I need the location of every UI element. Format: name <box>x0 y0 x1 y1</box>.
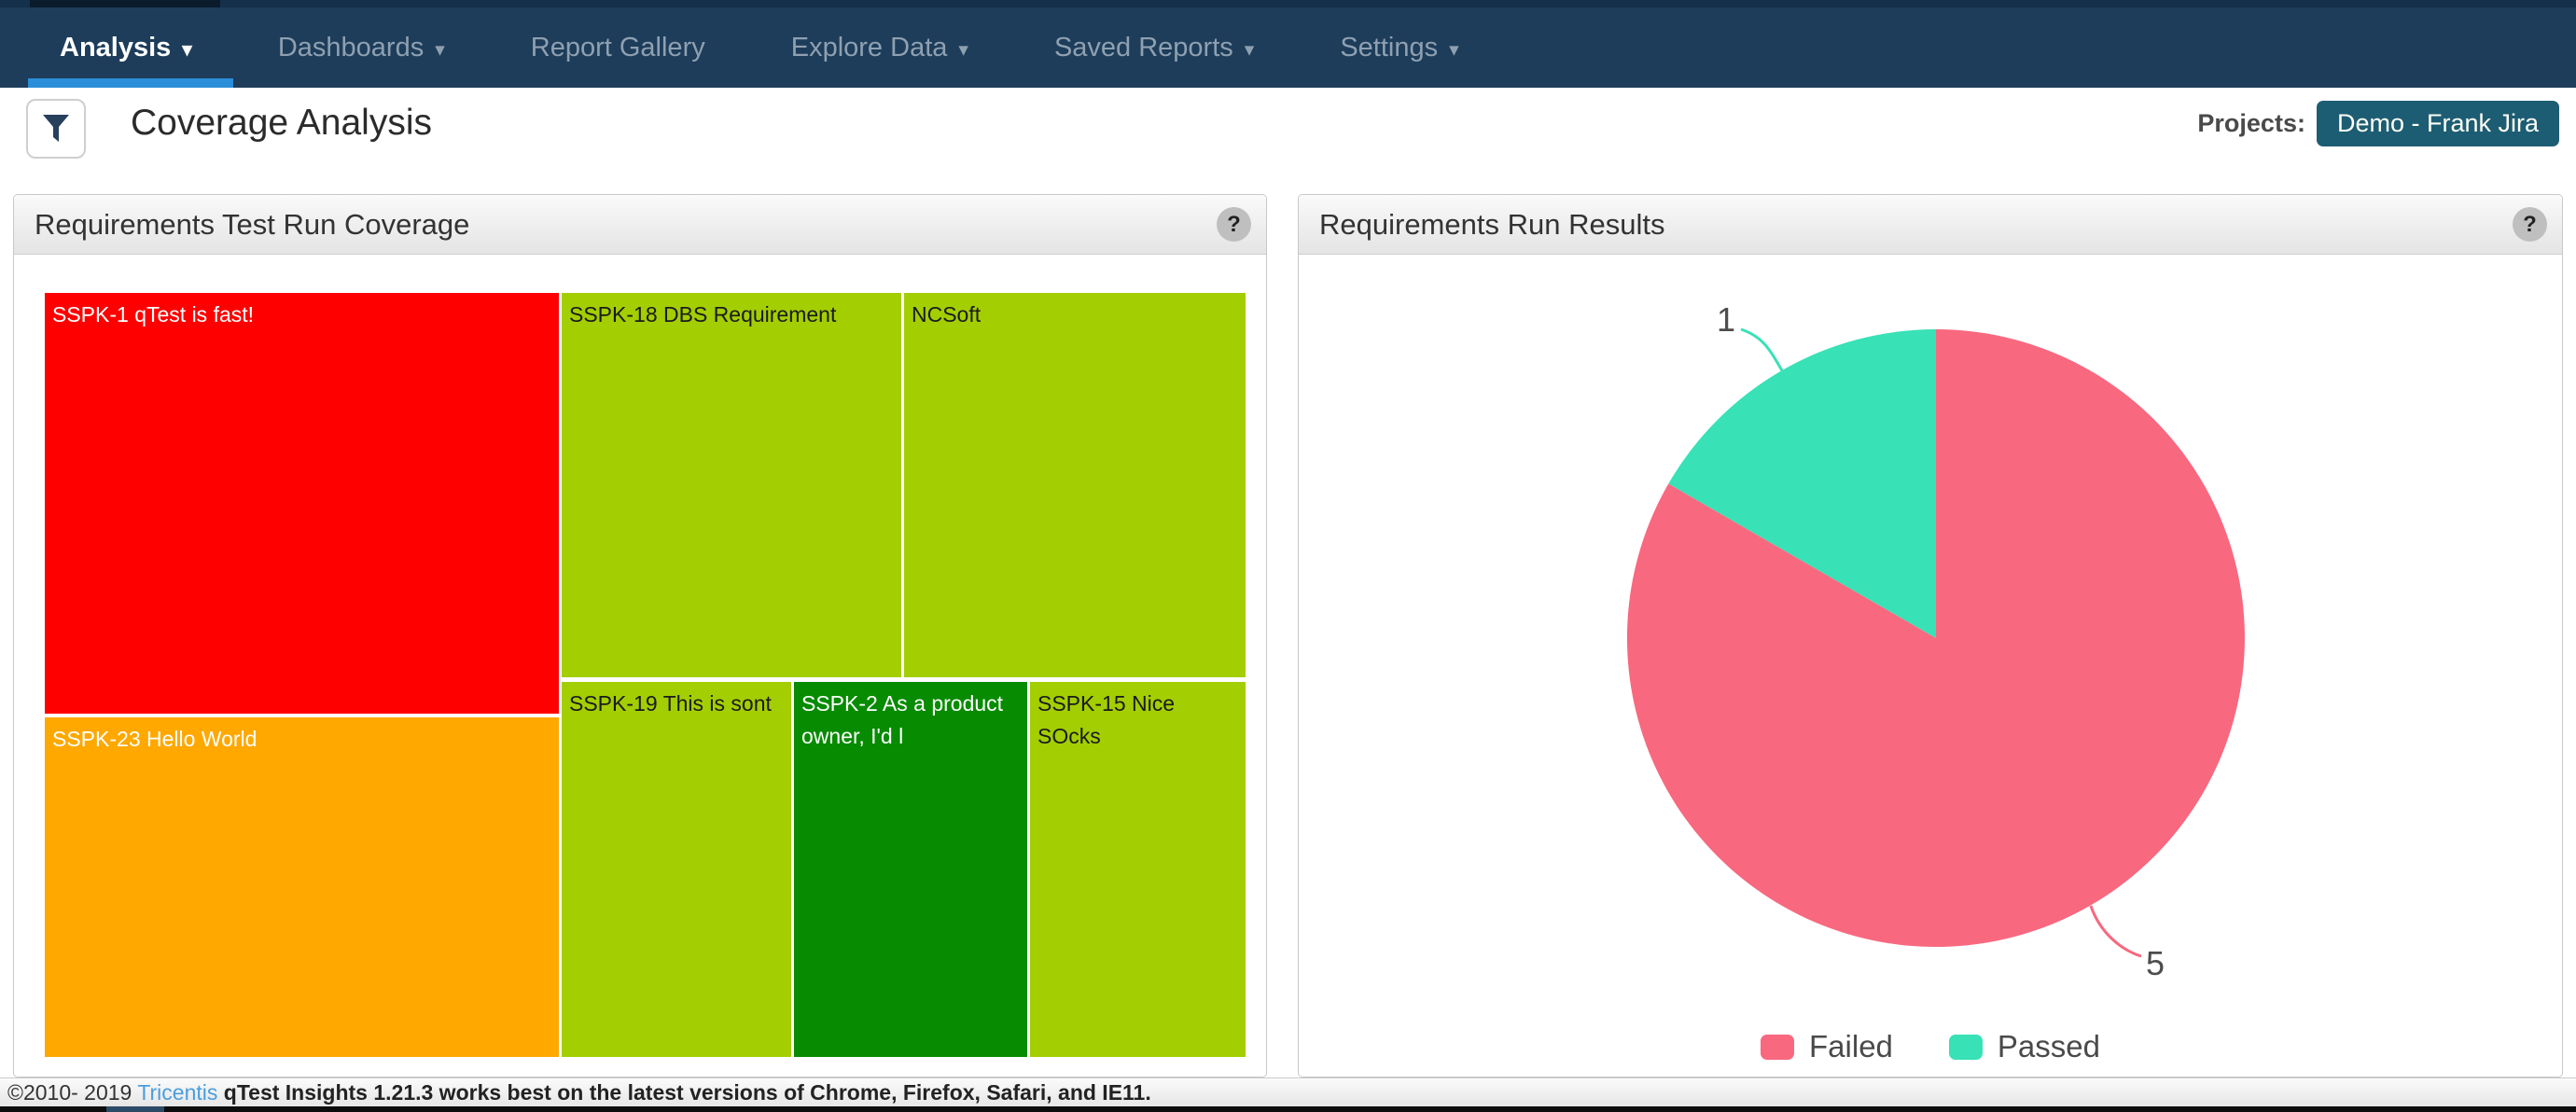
results-panel: Requirements Run Results ? 1 5 Failed Pa… <box>1298 194 2563 1077</box>
treemap-tile-ncsoft[interactable]: NCSoft <box>904 293 1246 677</box>
run-results-pie-chart: 1 5 <box>1626 300 2245 982</box>
coverage-panel: Requirements Test Run Coverage ? SSPK-1 … <box>13 194 1267 1077</box>
nav-item-explore-data[interactable]: Explore Data ▾ <box>791 33 968 63</box>
active-tab-underline <box>28 78 233 88</box>
coverage-panel-header: Requirements Test Run Coverage ? <box>14 195 1266 255</box>
bottom-edge-strip <box>0 1106 2576 1112</box>
footer-bar: ©2010- 2019 Tricentis qTest Insights 1.2… <box>0 1077 2576 1106</box>
filter-button[interactable] <box>26 99 86 159</box>
chevron-down-icon: ▾ <box>182 38 192 61</box>
callout-line-failed <box>2089 905 2142 958</box>
navbar-top-strip <box>0 0 2576 7</box>
nav-item-saved-reports[interactable]: Saved Reports ▾ <box>1054 33 1254 63</box>
chevron-down-icon: ▾ <box>435 38 445 61</box>
help-icon[interactable]: ? <box>1217 207 1251 242</box>
top-navbar: Analysis ▾ Dashboards ▾ Report Gallery E… <box>0 0 2576 88</box>
horizontal-scrollbar-thumb[interactable] <box>106 1106 164 1112</box>
pie-value-passed: 1 <box>1717 300 1735 339</box>
legend-label-failed: Failed <box>1809 1029 1893 1063</box>
treemap-tile-sspk-23[interactable]: SSPK-23 Hello World <box>45 717 559 1057</box>
treemap-tile-sspk-18[interactable]: SSPK-18 DBS Requirement <box>562 293 901 677</box>
chevron-down-icon: ▾ <box>1449 38 1459 61</box>
legend-label-passed: Passed <box>1997 1029 2100 1063</box>
projects-box: Projects: Demo - Frank Jira <box>2197 101 2559 146</box>
nav-item-label: Analysis <box>60 32 172 63</box>
legend-item-passed[interactable]: Passed <box>1948 1029 2100 1064</box>
legend-swatch-failed <box>1761 1034 1795 1060</box>
chevron-down-icon: ▾ <box>1244 38 1255 61</box>
pie-slice-passed[interactable] <box>1668 329 1936 638</box>
treemap-tile-sspk-19[interactable]: SSPK-19 This is sont <box>562 682 791 1057</box>
help-icon[interactable]: ? <box>2513 207 2547 242</box>
projects-label: Projects: <box>2197 109 2305 137</box>
nav-item-analysis[interactable]: Analysis ▾ <box>60 33 192 63</box>
nav-items: Analysis ▾ Dashboards ▾ Report Gallery E… <box>60 7 1459 88</box>
funnel-icon <box>43 115 69 142</box>
page-header: Coverage Analysis Projects: Demo - Frank… <box>0 88 2576 194</box>
legend-item-failed[interactable]: Failed <box>1761 1029 1893 1064</box>
coverage-panel-title: Requirements Test Run Coverage <box>35 208 470 241</box>
copyright-text: ©2010- 2019 <box>7 1080 132 1105</box>
treemap-tile-sspk-15[interactable]: SSPK-15 Nice SOcks <box>1030 682 1246 1057</box>
nav-item-label: Explore Data <box>790 32 948 63</box>
nav-item-report-gallery[interactable]: Report Gallery <box>531 33 705 63</box>
nav-item-label: Dashboards <box>277 32 425 63</box>
footer-version-text: qTest Insights 1.21.3 works best on the … <box>223 1080 1151 1105</box>
nav-item-label: Settings <box>1340 32 1439 63</box>
callout-line-passed <box>1740 327 1785 373</box>
nav-item-label: Report Gallery <box>530 32 705 63</box>
pie-value-failed: 5 <box>2146 944 2165 982</box>
legend-swatch-passed <box>1948 1034 1983 1060</box>
treemap-tile-sspk-2[interactable]: SSPK-2 As a product owner, I'd l <box>794 682 1027 1057</box>
results-panel-title: Requirements Run Results <box>1319 208 1665 241</box>
navbar-notch <box>30 0 220 7</box>
nav-item-dashboards[interactable]: Dashboards ▾ <box>278 33 445 63</box>
page-title: Coverage Analysis <box>131 103 433 143</box>
nav-item-settings[interactable]: Settings ▾ <box>1340 33 1458 63</box>
pie-legend: Failed Passed <box>1299 1029 2562 1064</box>
tricentis-link[interactable]: Tricentis <box>137 1080 218 1105</box>
results-panel-header: Requirements Run Results ? <box>1299 195 2562 255</box>
nav-item-label: Saved Reports <box>1053 32 1233 63</box>
treemap-tile-sspk-1[interactable]: SSPK-1 qTest is fast! <box>45 293 559 714</box>
chevron-down-icon: ▾ <box>958 38 968 61</box>
project-badge[interactable]: Demo - Frank Jira <box>2316 101 2559 146</box>
requirements-treemap: SSPK-1 qTest is fast! SSPK-23 Hello Worl… <box>45 293 1246 1057</box>
pie-slice-failed[interactable] <box>1626 329 2245 947</box>
